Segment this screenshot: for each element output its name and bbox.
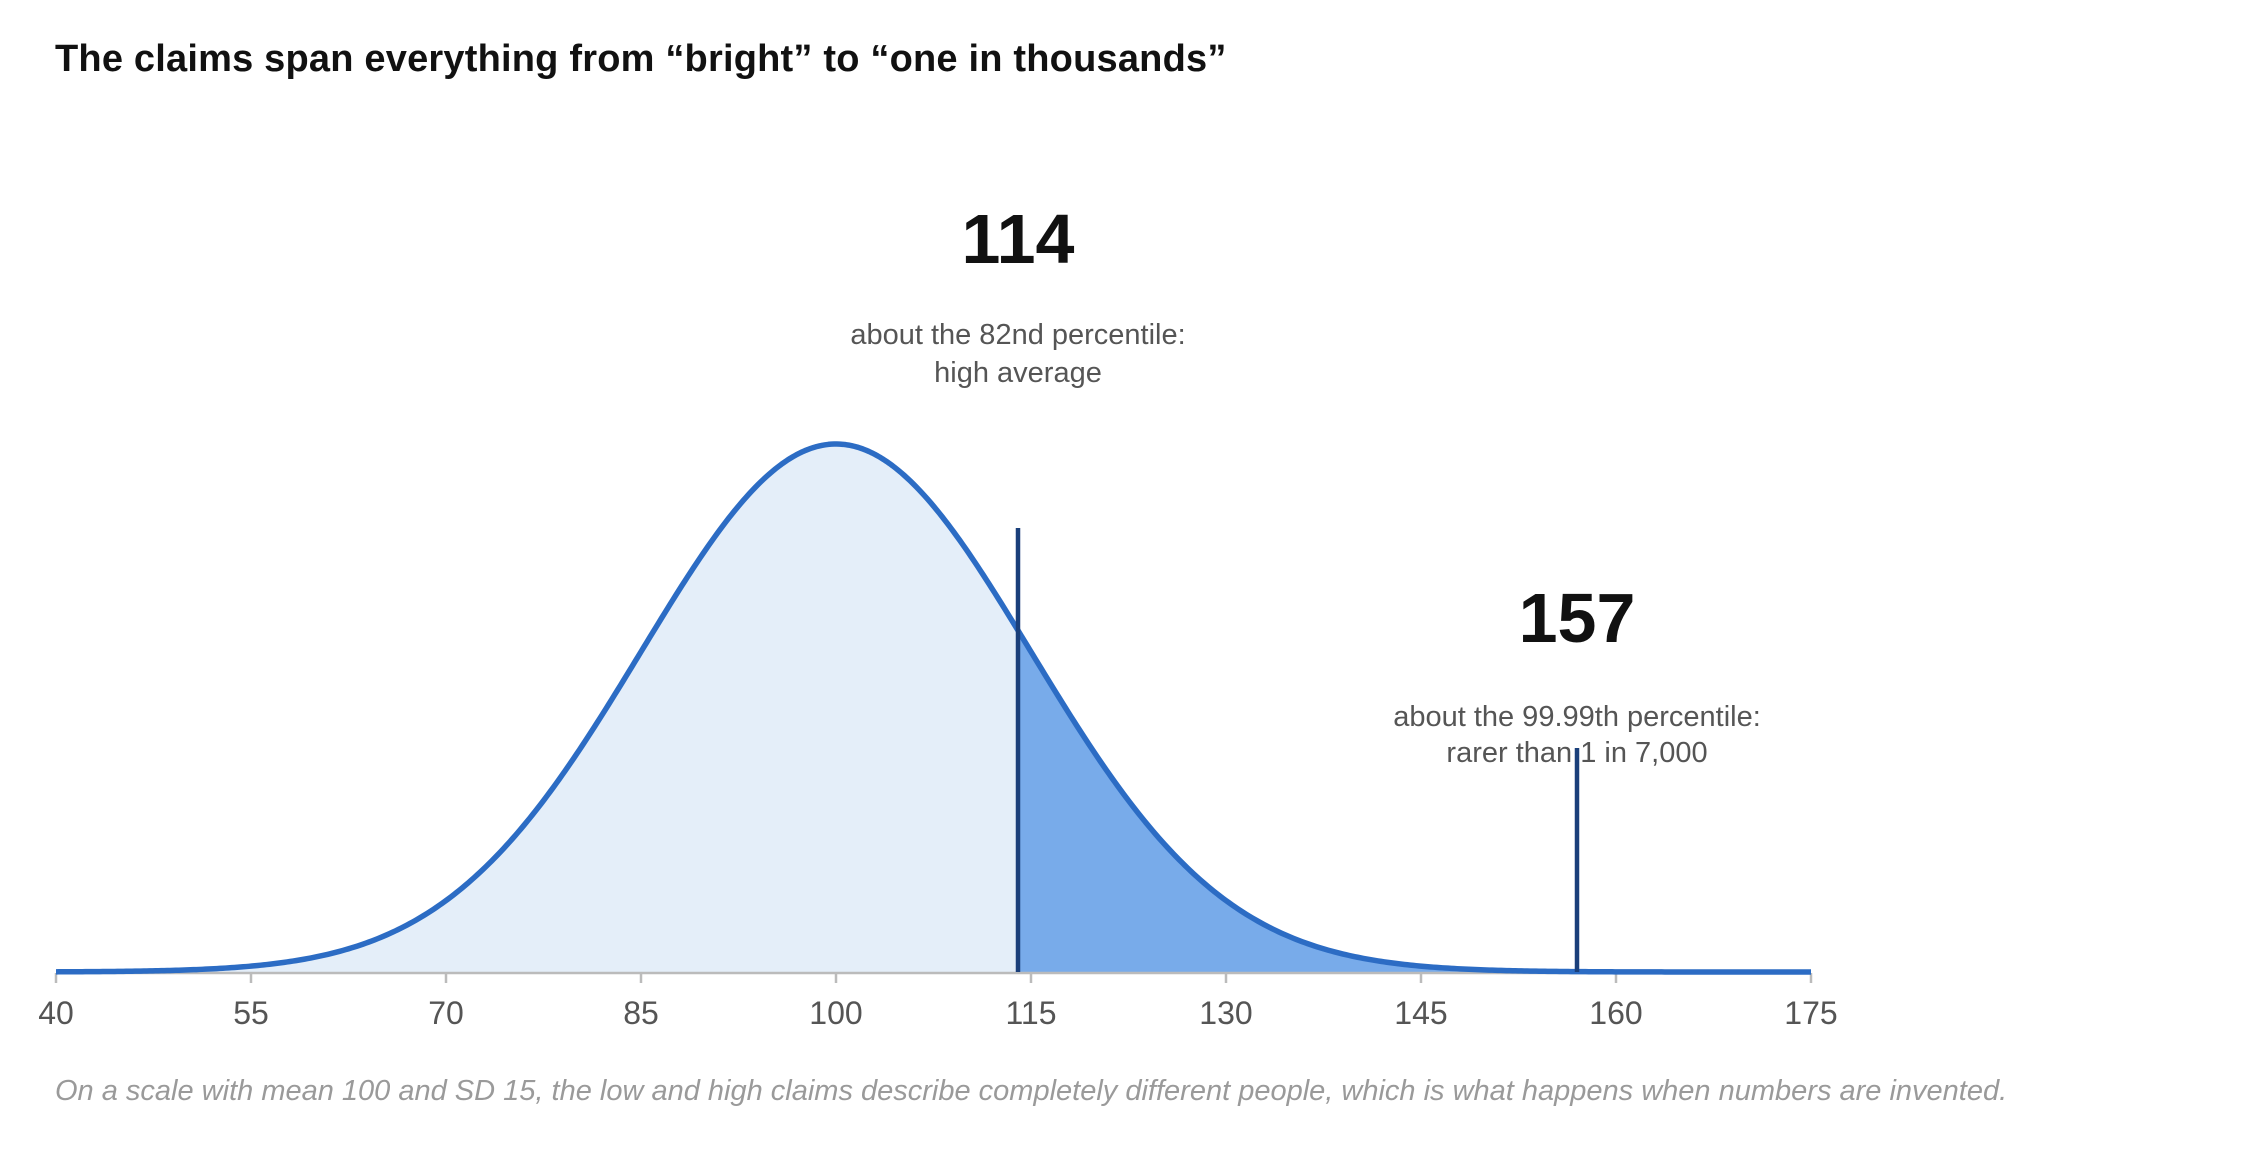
x-tick-label: 40	[38, 995, 74, 1031]
chart-title: The claims span everything from “bright”…	[55, 38, 1227, 80]
annotations: 114 about the 82nd percentile: high averag…	[850, 200, 1761, 972]
distribution-area	[56, 444, 1811, 972]
distribution-curve	[55, 441, 1811, 975]
annotation-desc-157-line-2: rarer than 1 in 7,000	[1446, 737, 1707, 769]
x-tick-label: 70	[428, 995, 464, 1031]
annotation-desc-114-line-1: about the 82nd percentile:	[850, 319, 1185, 351]
chart-caption: On a scale with mean 100 and SD 15, the …	[55, 1075, 2008, 1107]
x-tick-label: 55	[233, 995, 269, 1031]
annotation-desc-114-line-2: high average	[934, 357, 1102, 389]
x-tick-label: 145	[1394, 995, 1447, 1031]
x-tick-label: 160	[1589, 995, 1642, 1031]
shaded-tail-area	[1018, 630, 1811, 972]
annotation-value-157: 157	[1519, 579, 1636, 657]
x-tick-label: 175	[1784, 995, 1837, 1031]
x-tick-label: 115	[1005, 995, 1056, 1031]
annotation-desc-157-line-1: about the 99.99th percentile:	[1393, 701, 1761, 733]
x-tick-label: 100	[809, 995, 862, 1031]
x-tick-label: 85	[623, 995, 659, 1031]
x-tick-label: 130	[1199, 995, 1252, 1031]
x-axis-ticks: 40 55 70 85 100 115 130 145 160 175	[38, 973, 1838, 1031]
annotation-value-114: 114	[962, 200, 1075, 278]
